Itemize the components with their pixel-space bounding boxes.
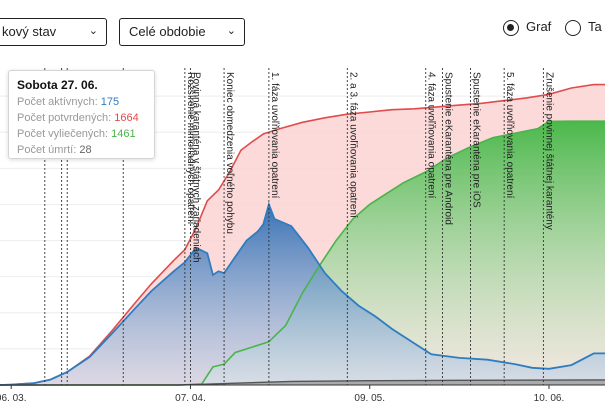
x-tick-label: 06. 03. bbox=[0, 393, 27, 404]
period-select-value: Celé obdobie bbox=[129, 24, 206, 39]
confirmed-line bbox=[0, 83, 605, 386]
x-tick-label: 07. 04. bbox=[175, 393, 206, 404]
tooltip-active-row: Počet aktívnych: 175 bbox=[17, 94, 146, 110]
metric-select[interactable]: kový stav ⌄ bbox=[0, 18, 107, 46]
radio-graph[interactable]: Graf bbox=[503, 17, 551, 37]
event-marker[interactable]: Spustenie eKaranténa pre iOS bbox=[470, 68, 482, 385]
chevron-down-icon: ⌄ bbox=[88, 25, 98, 37]
period-select[interactable]: Celé obdobie ⌄ bbox=[119, 18, 245, 46]
event-marker[interactable]: 1. fáza uvoľňovania opatrení bbox=[268, 68, 280, 385]
tooltip-active-label: Počet aktívnych: bbox=[17, 96, 98, 108]
event-label: Zrušenie povinnej štátnej karantény bbox=[543, 72, 554, 230]
tooltip-recovered-row: Počet vyliečených: 1461 bbox=[17, 126, 146, 142]
tooltip-active-value: 175 bbox=[100, 96, 120, 108]
tooltip-deaths-label: Počet úmrtí: bbox=[17, 144, 77, 156]
event-marker[interactable]: Povinná karanténa v štátnych zariadeniac… bbox=[190, 68, 201, 385]
tooltip-confirmed-value: 1664 bbox=[114, 112, 139, 124]
tooltip-deaths-row: Počet úmrtí: 28 bbox=[17, 142, 146, 158]
event-label: Povinná karanténa v štátnych zariadeniac… bbox=[190, 72, 201, 263]
event-label: 5. fáza uvoľňovania opatrení bbox=[504, 72, 515, 199]
event-marker[interactable]: 4. fáza uvoľňovania opatrení bbox=[425, 68, 437, 385]
event-marker[interactable]: 2. a 3. fáza uvoľňovania opatrení bbox=[346, 68, 358, 385]
event-label: 2. a 3. fáza uvoľňovania opatrení bbox=[347, 72, 358, 218]
radio-table[interactable]: Ta bbox=[565, 17, 602, 37]
event-label: 1. fáza uvoľňovania opatrení bbox=[269, 72, 280, 199]
radio-table-label: Ta bbox=[588, 19, 602, 34]
radio-selected-icon bbox=[503, 19, 519, 36]
radio-unselected-icon bbox=[565, 19, 581, 36]
metric-select-value: kový stav bbox=[2, 24, 57, 39]
tooltip-confirmed-row: Počet potvrdených: 1664 bbox=[17, 110, 146, 126]
event-marker[interactable]: Koniec obmedzenia voľného pohybu bbox=[223, 68, 235, 385]
tooltip-date: Sobota 27. 06. bbox=[17, 78, 98, 92]
event-marker[interactable]: Spustenie eKaranténa pre Android bbox=[442, 68, 454, 385]
event-marker[interactable]: 5. fáza uvoľňovania opatrení bbox=[503, 68, 515, 385]
event-label: Koniec obmedzenia voľného pohybu bbox=[224, 72, 235, 234]
deaths-area bbox=[0, 379, 605, 385]
tooltip-deaths-value: 28 bbox=[79, 144, 92, 156]
tooltip-recovered-value: 1461 bbox=[111, 128, 136, 140]
x-tick-label: 10. 06. bbox=[534, 393, 565, 404]
x-tick-label: 09. 05. bbox=[354, 393, 385, 404]
tooltip: Sobota 27. 06. Počet aktívnych: 175 Poče… bbox=[8, 70, 155, 159]
active-area bbox=[0, 204, 605, 385]
event-label: 4. fáza uvoľňovania opatrení bbox=[426, 72, 437, 199]
event-label: Spustenie eKaranténa pre Android bbox=[443, 72, 454, 225]
recovered-area bbox=[0, 121, 605, 385]
event-marker[interactable]: Zrušenie povinnej štátnej karantény bbox=[542, 68, 554, 385]
tooltip-confirmed-label: Počet potvrdených: bbox=[17, 112, 112, 124]
tooltip-recovered-label: Počet vyliečených: bbox=[17, 128, 109, 140]
event-label: Spustenie eKaranténa pre iOS bbox=[471, 72, 482, 208]
radio-graph-label: Graf bbox=[526, 19, 552, 34]
chevron-down-icon: ⌄ bbox=[226, 25, 236, 37]
